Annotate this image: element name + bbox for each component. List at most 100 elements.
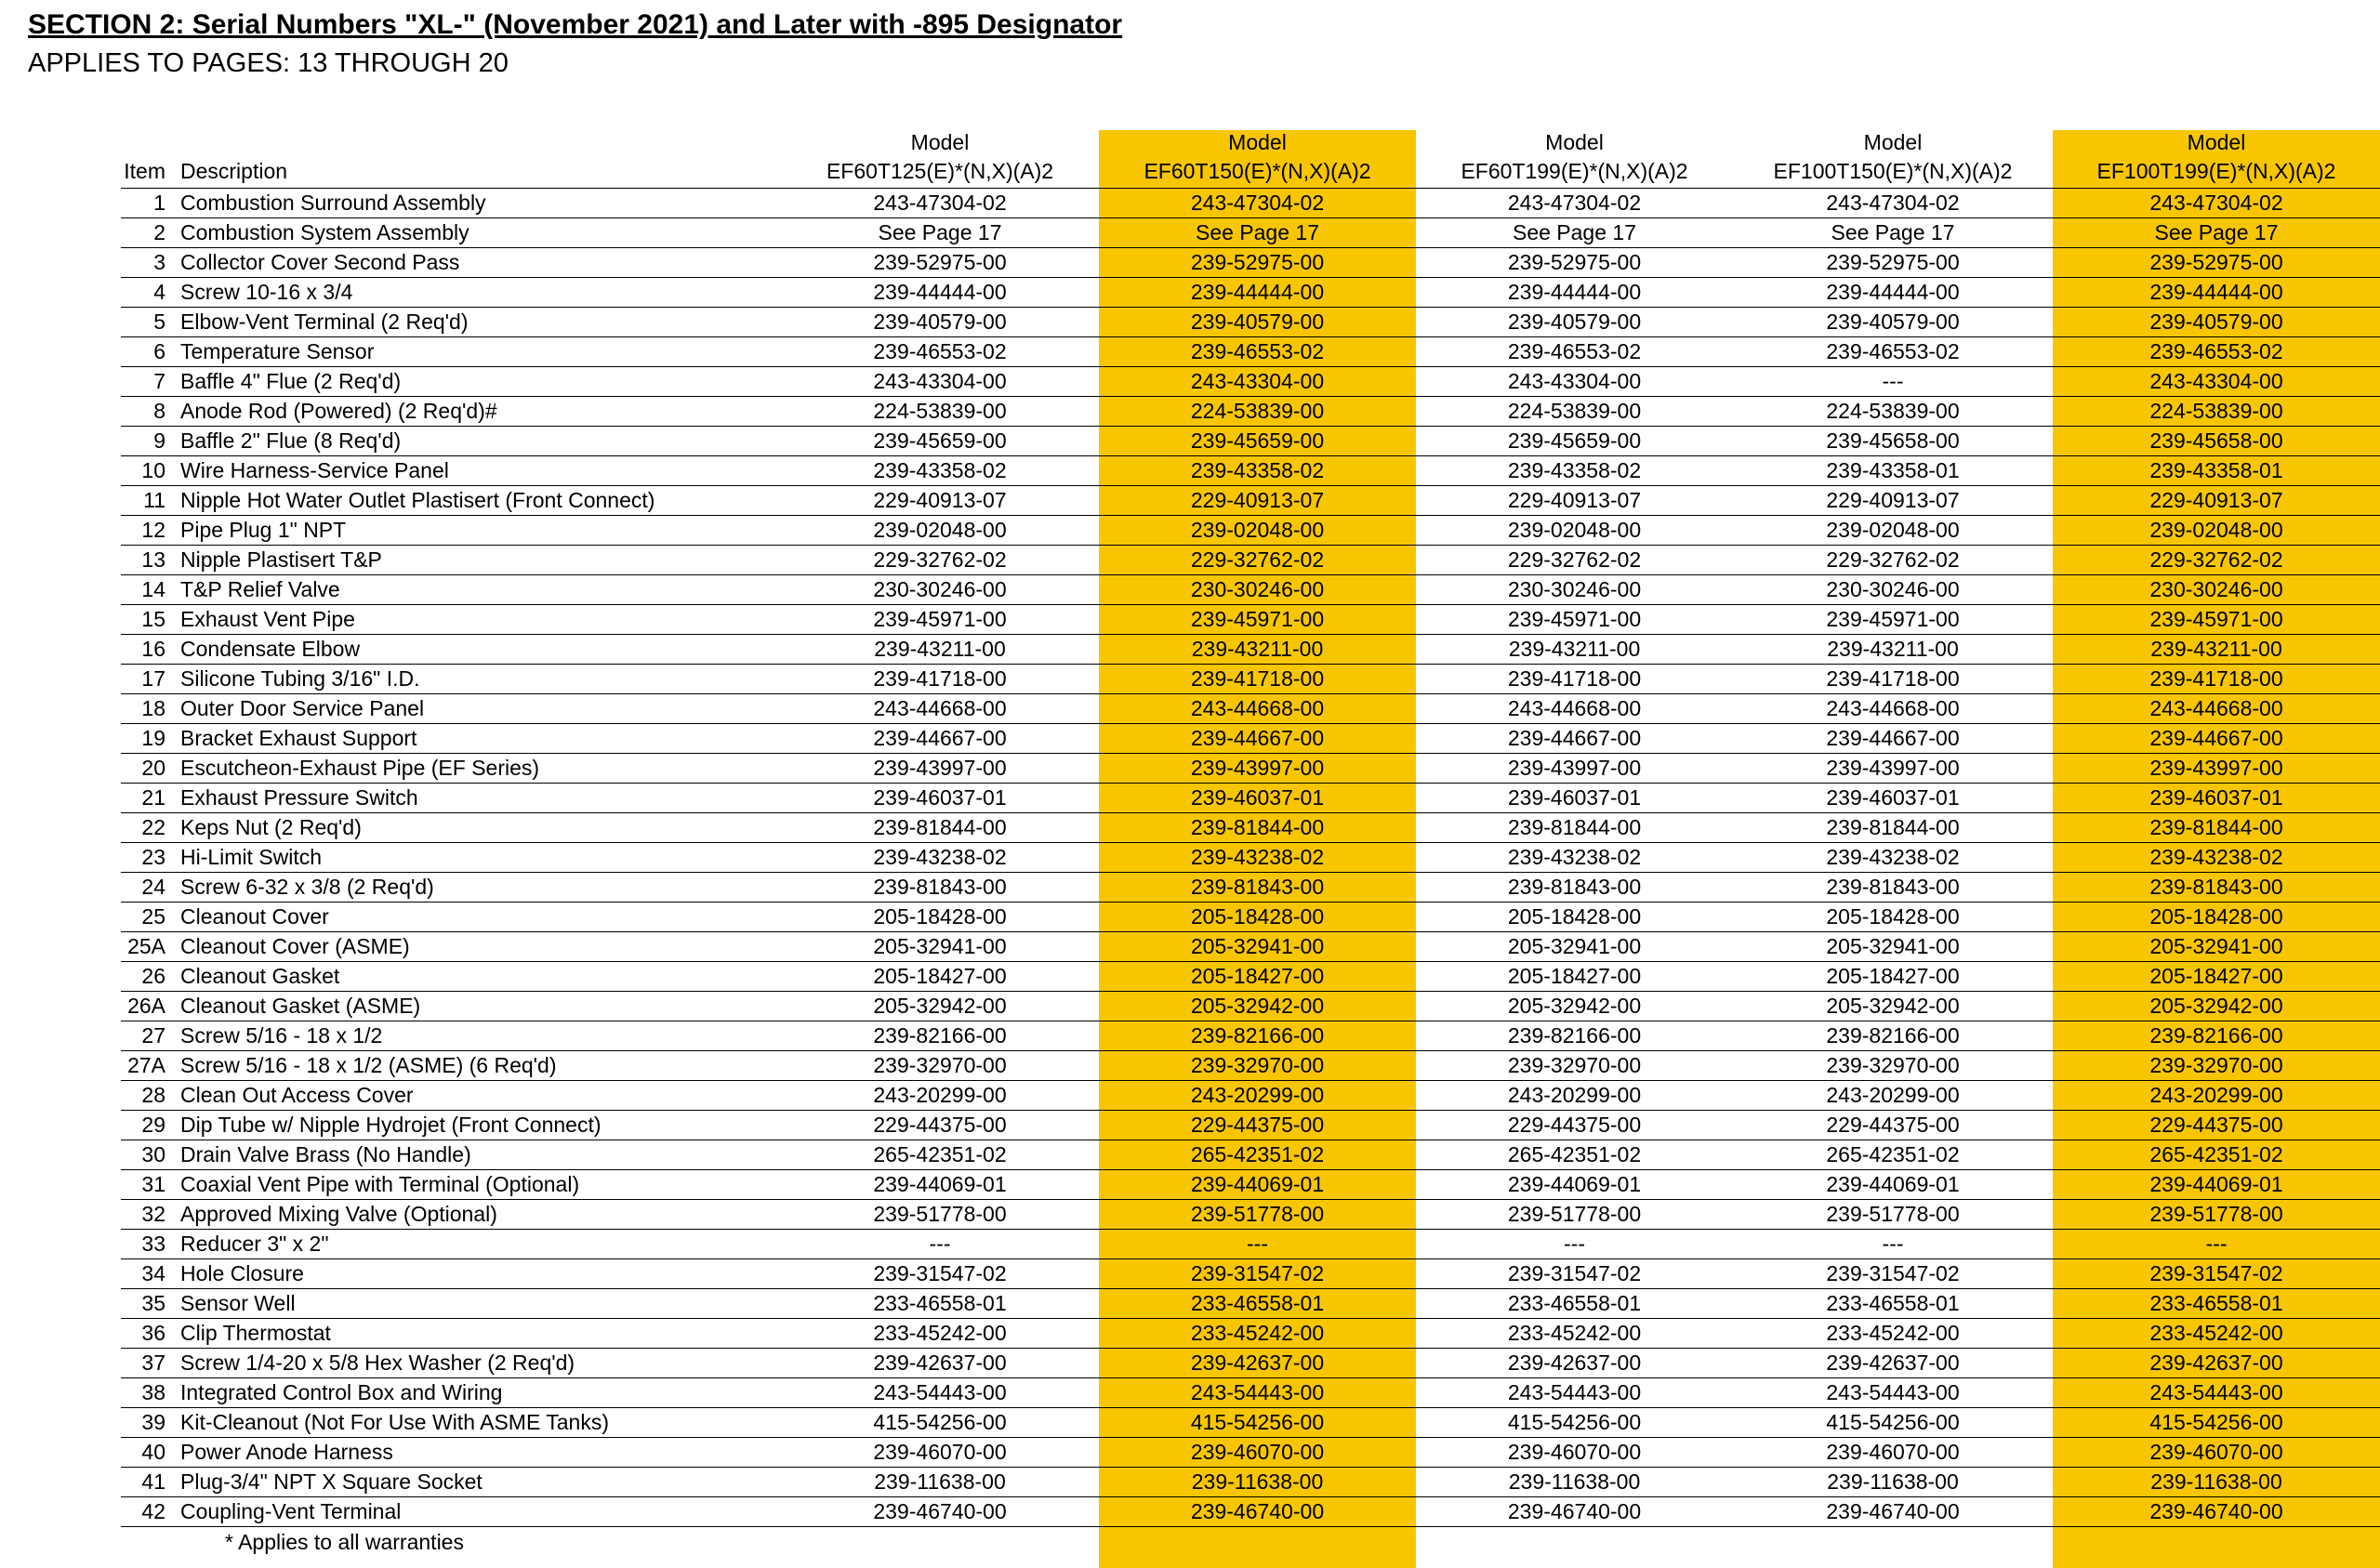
part-number: See Page 17 [1099, 217, 1416, 248]
table-row: 17 Silicone Tubing 3/16" I.D. 239-41718-00… [121, 664, 2380, 694]
part-number: 230-30246-00 [1733, 574, 2053, 605]
table-row: 35 Sensor Well 233-46558-01 233-46558-01 233… [121, 1288, 2380, 1319]
part-number: 205-18428-00 [1099, 902, 1416, 932]
part-number: 239-43997-00 [2053, 753, 2380, 784]
item-number: 23 [121, 842, 175, 873]
part-number: 239-32970-00 [1733, 1050, 2053, 1081]
item-number: 12 [121, 515, 175, 546]
part-number: 243-47304-02 [1099, 188, 1416, 218]
part-number: 229-40913-07 [781, 485, 1099, 516]
part-number: 239-31547-02 [2053, 1258, 2380, 1289]
part-number: 239-44667-00 [2053, 723, 2380, 754]
part-number: 239-46740-00 [781, 1496, 1099, 1527]
part-number: 265-42351-02 [2053, 1140, 2380, 1170]
table-row: 19 Bracket Exhaust Support 239-44667-00 239… [121, 723, 2380, 754]
part-number: 205-32942-00 [1099, 991, 1416, 1021]
part-number: 239-45971-00 [1099, 604, 1416, 635]
part-number: 239-42637-00 [1099, 1348, 1416, 1378]
part-description: Dip Tube w/ Nipple Hydrojet (Front Conne… [175, 1110, 781, 1140]
part-description: Exhaust Pressure Switch [175, 783, 781, 813]
part-number: 239-41718-00 [1733, 664, 2053, 694]
part-number: 239-43997-00 [1099, 753, 1416, 784]
part-number: 239-46070-00 [781, 1437, 1099, 1468]
part-number: 239-44667-00 [1733, 723, 2053, 754]
part-number: 239-46037-01 [781, 783, 1099, 813]
description-column-header: Description [175, 156, 781, 189]
item-number: 34 [121, 1258, 175, 1289]
part-number: 243-54443-00 [781, 1377, 1099, 1408]
part-number: 265-42351-02 [781, 1140, 1099, 1170]
part-number: 229-40913-07 [1099, 485, 1416, 516]
table-body: 1 Combustion Surround Assembly 243-47304-0… [121, 188, 2380, 1527]
model-column-header-ef60t199: EF60T199(E)*(N,X)(A)2 [1416, 156, 1733, 189]
part-number: 229-44375-00 [1733, 1110, 2053, 1140]
part-number: 205-18427-00 [1733, 961, 2053, 992]
section-title: SECTION 2: Serial Numbers "XL-" (Novembe… [28, 9, 1123, 40]
part-description: Screw 6-32 x 3/8 (2 Req'd) [175, 872, 781, 903]
part-description: Screw 5/16 - 18 x 1/2 (ASME) (6 Req'd) [175, 1050, 781, 1081]
model-column-header-ef60t125: EF60T125(E)*(N,X)(A)2 [781, 156, 1099, 189]
part-number: 243-44668-00 [1416, 693, 1733, 724]
part-description: Pipe Plug 1" NPT [175, 515, 781, 546]
part-number: 243-54443-00 [1416, 1377, 1733, 1408]
part-description: Baffle 2" Flue (8 Req'd) [175, 426, 781, 456]
part-number: 239-44667-00 [1416, 723, 1733, 754]
table-row: 4 Screw 10-16 x 3/4 239-44444-00 239-44444-… [121, 277, 2380, 308]
part-number: 239-32970-00 [2053, 1050, 2380, 1081]
part-number: 224-53839-00 [781, 396, 1099, 427]
part-number: See Page 17 [1733, 217, 2053, 248]
part-number: 415-54256-00 [781, 1407, 1099, 1438]
part-number: 239-46037-01 [1733, 783, 2053, 813]
applies-to-pages: APPLIES TO PAGES: 13 THROUGH 20 [28, 48, 509, 78]
part-description: Clean Out Access Cover [175, 1080, 781, 1111]
part-description: Power Anode Harness [175, 1437, 781, 1468]
part-description: Keps Nut (2 Req'd) [175, 812, 781, 843]
part-number: 239-43238-02 [1099, 842, 1416, 873]
part-number: 239-45659-00 [1416, 426, 1733, 456]
part-number: 239-43211-00 [1416, 634, 1733, 665]
item-number: 3 [121, 247, 175, 278]
part-number: 239-46553-02 [1416, 336, 1733, 367]
part-number: 233-45242-00 [2053, 1318, 2380, 1349]
part-number: 239-44069-01 [1733, 1169, 2053, 1200]
part-number: 230-30246-00 [1099, 574, 1416, 605]
item-number: 39 [121, 1407, 175, 1438]
part-number: 239-51778-00 [2053, 1199, 2380, 1230]
part-number: 243-20299-00 [2053, 1080, 2380, 1111]
table-row: 14 T&P Relief Valve 230-30246-00 230-30246-… [121, 574, 2380, 605]
part-number: 229-40913-07 [1733, 485, 2053, 516]
warranty-footnote: * Applies to all warranties [225, 1529, 464, 1554]
part-number: 239-11638-00 [2053, 1467, 2380, 1497]
part-number: 239-81843-00 [781, 872, 1099, 903]
part-number: 239-46553-02 [1733, 336, 2053, 367]
table-row: 40 Power Anode Harness 239-46070-00 239-460… [121, 1437, 2380, 1468]
item-number: 10 [121, 455, 175, 486]
table-row: 28 Clean Out Access Cover 243-20299-00 243-… [121, 1080, 2380, 1111]
document-header: SECTION 2: Serial Numbers "XL-" (Novembe… [28, 9, 1122, 79]
part-number: 239-51778-00 [1099, 1199, 1416, 1230]
part-number: 239-81843-00 [2053, 872, 2380, 903]
part-number: 233-45242-00 [781, 1318, 1099, 1349]
model-label: Model [910, 129, 970, 154]
part-number: 243-44668-00 [2053, 693, 2380, 724]
item-number: 15 [121, 604, 175, 635]
table-row: 23 Hi-Limit Switch 239-43238-02 239-43238-0… [121, 842, 2380, 873]
part-description: Coaxial Vent Pipe with Terminal (Optiona… [175, 1169, 781, 1200]
item-number: 1 [121, 188, 175, 218]
table-row: 24 Screw 6-32 x 3/8 (2 Req'd) 239-81843-00… [121, 872, 2380, 903]
table-row: 39 Kit-Cleanout (Not For Use With ASME Ta… [121, 1407, 2380, 1438]
part-number: 205-32942-00 [1416, 991, 1733, 1021]
part-number: 239-31547-02 [1733, 1258, 2053, 1289]
part-description: Cleanout Cover [175, 902, 781, 932]
table-row: 16 Condensate Elbow 239-43211-00 239-43211-… [121, 634, 2380, 665]
part-number: 233-46558-01 [1099, 1288, 1416, 1319]
part-number: 229-32762-02 [1099, 545, 1416, 575]
item-number: 25A [121, 931, 175, 962]
part-number: 239-45659-00 [781, 426, 1099, 456]
part-number: 239-81844-00 [1099, 812, 1416, 843]
part-number: 243-20299-00 [1733, 1080, 2053, 1111]
part-number: 229-40913-07 [1416, 485, 1733, 516]
item-number: 6 [121, 336, 175, 367]
part-number: 205-18428-00 [781, 902, 1099, 932]
part-number: 239-81844-00 [2053, 812, 2380, 843]
